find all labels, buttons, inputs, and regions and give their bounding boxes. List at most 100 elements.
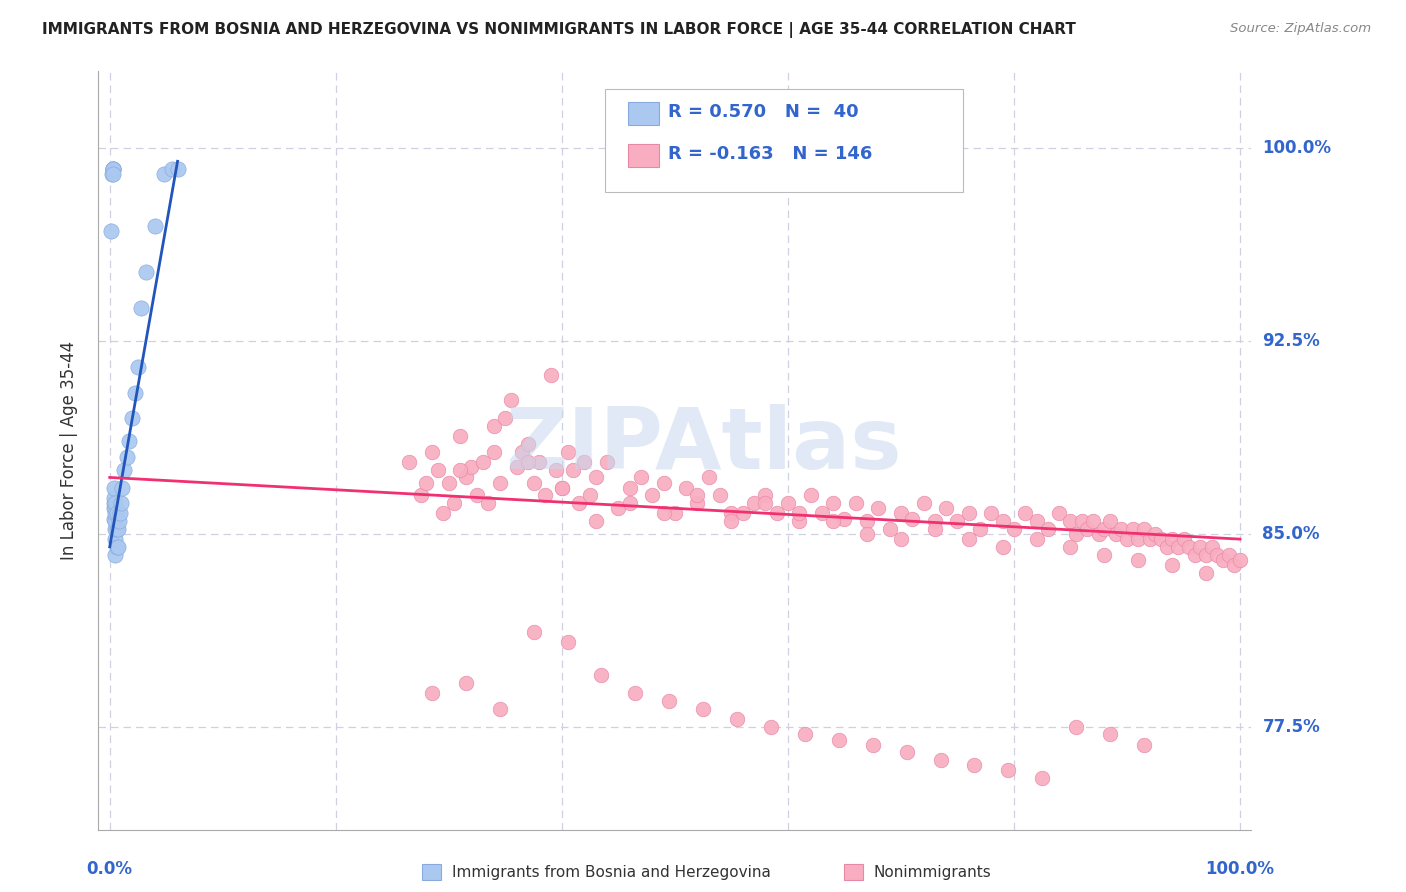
Point (607, 501, 630, 516)
Point (929, 753, 952, 767)
Point (1031, 771, 1053, 785)
Point (957, 532, 980, 546)
Point (103, 511, 125, 525)
Point (1144, 527, 1167, 541)
Point (879, 522, 901, 536)
Point (101, 161, 124, 176)
Point (100, 224, 122, 238)
Point (759, 720, 782, 734)
Point (443, 496, 465, 510)
Point (709, 488, 731, 502)
Point (510, 444, 533, 458)
Point (415, 475, 437, 490)
Point (991, 514, 1014, 528)
Point (516, 437, 538, 451)
Point (1128, 552, 1150, 566)
Point (546, 463, 568, 477)
Y-axis label: In Labor Force | Age 35-44: In Labor Force | Age 35-44 (59, 341, 77, 560)
Point (1036, 522, 1059, 536)
Point (868, 501, 890, 516)
Point (551, 481, 574, 495)
Point (856, 514, 879, 528)
Point (1087, 527, 1109, 541)
Point (1111, 522, 1133, 536)
Point (912, 496, 935, 510)
Point (641, 488, 664, 502)
Point (619, 496, 641, 510)
Point (160, 161, 183, 176)
Point (585, 470, 607, 484)
Point (731, 507, 754, 521)
Point (697, 470, 720, 484)
Point (787, 507, 810, 521)
Point (1025, 514, 1047, 528)
Point (1212, 552, 1234, 566)
Point (957, 507, 980, 521)
Point (624, 686, 647, 700)
Text: IMMIGRANTS FROM BOSNIA AND HERZEGOVINA VS NONIMMIGRANTS IN LABOR FORCE | AGE 35-: IMMIGRANTS FROM BOSNIA AND HERZEGOVINA V… (42, 22, 1076, 38)
Text: Nonimmigrants: Nonimmigrants (873, 865, 991, 880)
Point (1081, 514, 1104, 528)
Point (686, 488, 709, 502)
Point (516, 455, 538, 469)
Point (1150, 532, 1173, 546)
Point (166, 161, 188, 176)
Point (1128, 532, 1150, 546)
Point (426, 463, 449, 477)
Point (652, 475, 675, 490)
Point (101, 161, 124, 176)
Point (935, 501, 957, 516)
Point (901, 511, 924, 525)
Point (890, 532, 912, 546)
Point (630, 470, 652, 484)
Point (619, 481, 641, 495)
Point (776, 496, 799, 510)
Point (754, 496, 776, 510)
Point (105, 522, 128, 536)
Point (787, 514, 810, 528)
Text: Immigrants from Bosnia and Herzegovina: Immigrants from Bosnia and Herzegovina (453, 865, 770, 880)
Point (420, 686, 443, 700)
Point (823, 496, 845, 510)
Point (823, 514, 845, 528)
Point (103, 481, 125, 495)
Point (101, 167, 124, 181)
Point (969, 522, 991, 536)
Point (398, 455, 420, 469)
Point (103, 496, 125, 510)
Point (862, 738, 884, 752)
Point (131, 301, 153, 315)
Point (107, 540, 129, 554)
Text: 0.0%: 0.0% (87, 860, 132, 878)
Point (1195, 548, 1218, 562)
Point (104, 501, 127, 516)
Point (1099, 514, 1122, 528)
Point (112, 463, 135, 477)
Point (652, 507, 675, 521)
Point (562, 463, 585, 477)
Point (725, 712, 748, 726)
Point (409, 488, 432, 502)
Point (811, 507, 834, 521)
Point (471, 455, 494, 469)
Point (460, 460, 482, 475)
Point (534, 488, 557, 502)
Point (1092, 522, 1115, 536)
Point (1206, 548, 1229, 562)
Point (1122, 522, 1144, 536)
Point (658, 694, 681, 708)
Point (675, 481, 697, 495)
Point (742, 496, 765, 510)
Point (499, 393, 522, 408)
Point (121, 411, 143, 425)
Point (449, 429, 471, 443)
Point (596, 455, 619, 469)
Text: 92.5%: 92.5% (1263, 332, 1320, 351)
Point (1133, 522, 1156, 536)
Point (793, 727, 815, 741)
Point (143, 219, 166, 233)
Point (980, 507, 1002, 521)
Text: 77.5%: 77.5% (1263, 718, 1320, 736)
Point (449, 463, 471, 477)
Point (1105, 527, 1128, 541)
